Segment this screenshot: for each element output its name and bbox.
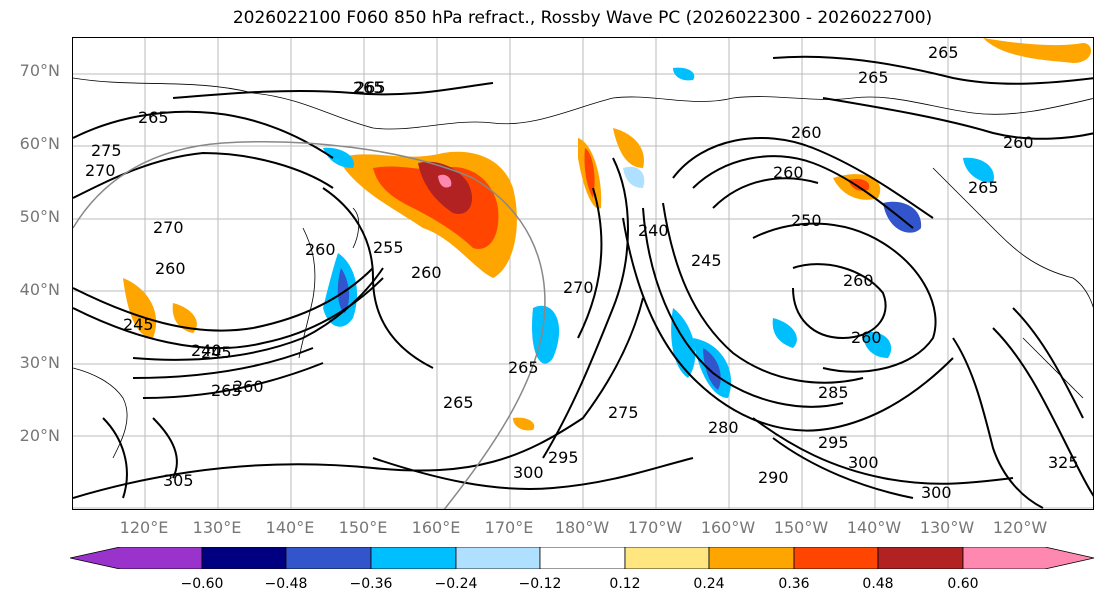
lat-label: 30°N xyxy=(19,353,60,372)
lon-label: 130°E xyxy=(192,518,242,537)
lon-label: 160°E xyxy=(411,518,461,537)
contour-label: 245 xyxy=(123,315,154,334)
map-canvas: 265 265 265 265 270 275 270 260 255 260 … xyxy=(73,38,1093,509)
contour-label: 260 xyxy=(773,163,804,182)
contour-label: 245 xyxy=(201,343,232,362)
contour-label: 275 xyxy=(91,141,122,160)
contour-label: 270 xyxy=(85,161,116,180)
contour-label: 260 xyxy=(1003,133,1034,152)
map-panel: 265 265 265 265 270 275 270 260 255 260 … xyxy=(72,37,1094,510)
colorbar-tick: −0.48 xyxy=(264,576,308,592)
contour-label: 265 xyxy=(353,78,384,97)
contour-label: 300 xyxy=(513,463,544,482)
colorbar-segment xyxy=(539,547,626,569)
colorbar-tick: 0.48 xyxy=(862,576,894,592)
colorbar-tick: 0.12 xyxy=(609,576,641,592)
contour-label: 305 xyxy=(163,471,194,490)
contour-label: 300 xyxy=(848,453,879,472)
colorbar-tick: 0.60 xyxy=(947,576,979,592)
contour-label: 295 xyxy=(818,433,849,452)
contour-label: 265 xyxy=(508,358,539,377)
colorbar-tick: 0.36 xyxy=(778,576,810,592)
contour-label: 270 xyxy=(153,218,184,237)
contour-label: 265 xyxy=(211,381,242,400)
contour-label: 260 xyxy=(155,259,186,278)
colorbar-segment xyxy=(370,547,457,569)
colorbar-tick: −0.24 xyxy=(434,576,478,592)
contour-label: 255 xyxy=(373,238,404,257)
contour-label: 260 xyxy=(233,377,264,396)
contour-label: 275 xyxy=(608,403,639,422)
contour-label: 260 xyxy=(851,328,882,347)
graticule xyxy=(73,38,1093,509)
map-title: 2026022100 F060 850 hPa refract., Rossby… xyxy=(232,8,933,28)
lon-label: 140°E xyxy=(265,518,315,537)
contour-label: 290 xyxy=(758,468,789,487)
contour-label: 285 xyxy=(818,383,849,402)
contour-label-group: 265 265 265 265 270 275 270 260 255 260 … xyxy=(85,43,1079,502)
lon-label: 170°E xyxy=(484,518,534,537)
colorbar-segment xyxy=(877,547,964,569)
contour-label: 300 xyxy=(921,483,952,502)
contour-label: 260 xyxy=(305,240,336,259)
projection-outline xyxy=(73,141,546,509)
lon-label: 150°E xyxy=(338,518,388,537)
lon-label: 120°W xyxy=(992,518,1048,537)
contour-label: 260 xyxy=(791,123,822,142)
colorbar-tick: −0.36 xyxy=(349,576,393,592)
colorbar xyxy=(70,547,1095,569)
colorbar-segment xyxy=(962,547,1095,569)
contour-label: 325 xyxy=(1048,453,1079,472)
colorbar-segment xyxy=(624,547,710,569)
coastlines xyxy=(73,77,1093,459)
contour-label: 265 xyxy=(928,43,959,62)
contour-label: 250 xyxy=(791,211,822,230)
colorbar-tick: 0.24 xyxy=(693,576,725,592)
contour-label: 260 xyxy=(843,271,874,290)
contour-label: 265 xyxy=(858,68,889,87)
colorbar-tick: −0.60 xyxy=(180,576,224,592)
lat-label: 60°N xyxy=(19,134,60,153)
lon-label: 180°W xyxy=(554,518,610,537)
lon-label: 160°W xyxy=(700,518,756,537)
colorbar-segment xyxy=(285,547,372,569)
contour-label: 240 xyxy=(191,341,222,360)
lon-label: 120°E xyxy=(119,518,169,537)
colorbar-segment xyxy=(708,547,795,569)
lat-label: 50°N xyxy=(19,207,60,226)
contour-label: 240 xyxy=(638,221,669,240)
contour-label: 265 xyxy=(968,178,999,197)
lat-label: 70°N xyxy=(19,61,60,80)
contour-label: 265 xyxy=(355,78,386,97)
refractivity-contours xyxy=(73,55,1093,509)
lon-label: 140°W xyxy=(846,518,902,537)
colorbar-segment xyxy=(70,547,203,569)
contour-label: 295 xyxy=(548,448,579,467)
lon-label: 170°W xyxy=(627,518,683,537)
contour-label: 245 xyxy=(691,251,722,270)
colorbar-tick: −0.12 xyxy=(518,576,562,592)
lon-label: 130°W xyxy=(919,518,975,537)
colorbar-segment xyxy=(793,547,879,569)
contour-label: 280 xyxy=(708,418,739,437)
lon-label: 150°W xyxy=(773,518,829,537)
wave-shading xyxy=(123,38,1092,431)
lat-label: 40°N xyxy=(19,280,60,299)
contour-label: 265 xyxy=(138,108,169,127)
contour-label: 270 xyxy=(563,278,594,297)
contour-label: 260 xyxy=(411,263,442,282)
lat-label: 20°N xyxy=(19,426,60,445)
contour-label: 265 xyxy=(443,393,474,412)
colorbar-segment xyxy=(455,547,541,569)
colorbar-segment xyxy=(201,547,287,569)
